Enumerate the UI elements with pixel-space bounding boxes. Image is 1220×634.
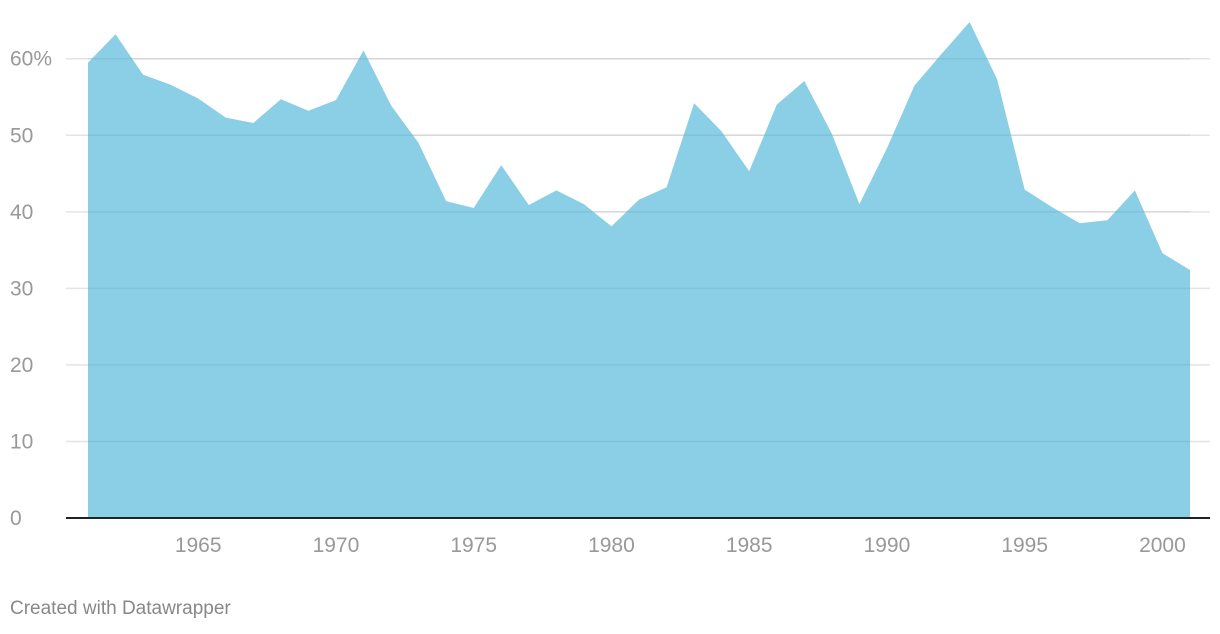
x-tick-label: 1980: [588, 534, 635, 557]
axes: 0 10 20 30 40 50 60% 1965 1970 1975 1980 1985 1990 19…: [10, 48, 1210, 557]
series-area: [88, 22, 1190, 518]
y-tick-label: 10: [10, 430, 33, 453]
y-tick-label: 50: [10, 124, 33, 147]
y-tick-label: 30: [10, 277, 33, 300]
x-tick-label: 1970: [313, 534, 360, 557]
datawrapper-credit: Created with Datawrapper: [10, 598, 231, 619]
x-tick-label: 2000: [1139, 534, 1186, 557]
x-tick-label: 1985: [726, 534, 773, 557]
x-tick-label: 1995: [1001, 534, 1048, 557]
y-tick-label: 40: [10, 201, 33, 224]
x-tick-label: 1990: [864, 534, 911, 557]
y-tick-label: 60%: [10, 48, 52, 71]
y-tick-label: 20: [10, 354, 33, 377]
x-tick-label: 1975: [450, 534, 497, 557]
y-tick-label: 0: [10, 507, 22, 530]
x-tick-label: 1965: [175, 534, 222, 557]
series-area-layer: [88, 22, 1190, 518]
